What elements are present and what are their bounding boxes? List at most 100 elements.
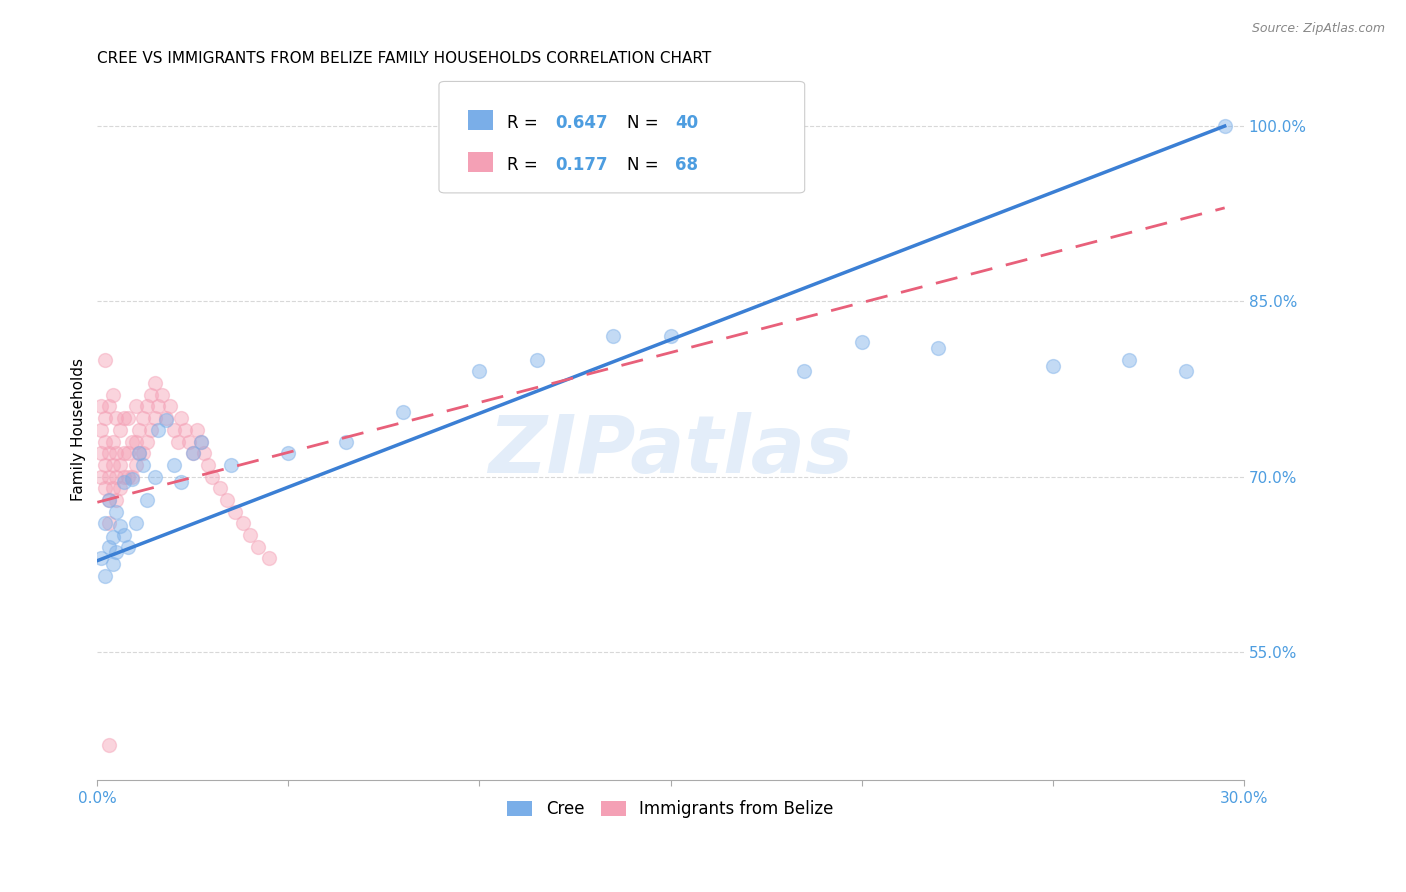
Point	[128, 446, 150, 460]
Point	[105, 411, 128, 425]
Point	[208, 481, 231, 495]
Point	[90, 446, 112, 460]
Point	[94, 352, 117, 367]
Point	[101, 434, 124, 449]
Point	[94, 434, 117, 449]
Text: ZIPatlas: ZIPatlas	[488, 412, 853, 490]
Point	[94, 516, 117, 531]
Point	[132, 458, 155, 472]
Point	[97, 738, 120, 752]
FancyBboxPatch shape	[439, 81, 804, 193]
Point	[97, 516, 120, 531]
Point	[117, 540, 139, 554]
Point	[112, 446, 135, 460]
Point	[143, 469, 166, 483]
Point	[602, 329, 624, 343]
Text: 0.647: 0.647	[555, 114, 607, 132]
Point	[219, 458, 242, 472]
Point	[110, 423, 132, 437]
Point	[246, 540, 269, 554]
Point	[121, 472, 143, 486]
Point	[105, 446, 128, 460]
Point	[112, 475, 135, 490]
Point	[217, 492, 239, 507]
Point	[277, 446, 299, 460]
Point	[170, 411, 193, 425]
Text: 68: 68	[675, 156, 699, 174]
Point	[224, 505, 246, 519]
Point	[166, 434, 188, 449]
Point	[90, 423, 112, 437]
Point	[190, 434, 212, 449]
Point	[97, 492, 120, 507]
Point	[136, 434, 159, 449]
FancyBboxPatch shape	[468, 110, 494, 130]
Point	[143, 376, 166, 390]
Point	[181, 446, 204, 460]
Point	[128, 446, 150, 460]
Point	[90, 469, 112, 483]
Point	[97, 492, 120, 507]
Point	[136, 492, 159, 507]
Point	[174, 423, 197, 437]
Point	[97, 400, 120, 414]
Point	[94, 458, 117, 472]
Point	[132, 446, 155, 460]
Point	[259, 551, 281, 566]
Point	[105, 469, 128, 483]
Text: R =: R =	[506, 114, 543, 132]
Point	[139, 423, 162, 437]
Point	[1213, 119, 1236, 133]
Point	[170, 475, 193, 490]
Point	[110, 481, 132, 495]
Point	[117, 469, 139, 483]
Point	[150, 388, 173, 402]
Point	[105, 492, 128, 507]
Point	[97, 446, 120, 460]
Point	[124, 458, 146, 472]
Point	[124, 434, 146, 449]
Point	[94, 481, 117, 495]
Point	[392, 405, 415, 419]
Point	[232, 516, 254, 531]
Point	[121, 434, 143, 449]
Point	[112, 528, 135, 542]
Point	[97, 540, 120, 554]
Legend: Cree, Immigrants from Belize: Cree, Immigrants from Belize	[501, 793, 841, 824]
Point	[101, 388, 124, 402]
Point	[163, 423, 186, 437]
Point	[177, 434, 200, 449]
Point	[124, 400, 146, 414]
Y-axis label: Family Households: Family Households	[72, 359, 86, 501]
Point	[526, 352, 548, 367]
Point	[148, 400, 170, 414]
Point	[155, 413, 177, 427]
Point	[1042, 359, 1064, 373]
Point	[190, 434, 212, 449]
Point	[148, 423, 170, 437]
Point	[101, 557, 124, 571]
Point	[117, 411, 139, 425]
Point	[155, 411, 177, 425]
Point	[1175, 364, 1198, 378]
Point	[136, 400, 159, 414]
Point	[139, 388, 162, 402]
Point	[101, 481, 124, 495]
Point	[90, 400, 112, 414]
Point	[105, 545, 128, 559]
Text: 40: 40	[675, 114, 699, 132]
Point	[110, 458, 132, 472]
Point	[239, 528, 262, 542]
Text: N =: N =	[627, 156, 664, 174]
Point	[335, 434, 357, 449]
Point	[159, 400, 181, 414]
Point	[163, 458, 186, 472]
Point	[124, 516, 146, 531]
Text: CREE VS IMMIGRANTS FROM BELIZE FAMILY HOUSEHOLDS CORRELATION CHART: CREE VS IMMIGRANTS FROM BELIZE FAMILY HO…	[97, 51, 711, 66]
Point	[143, 411, 166, 425]
Point	[197, 458, 219, 472]
Point	[97, 469, 120, 483]
FancyBboxPatch shape	[468, 152, 494, 172]
Point	[468, 364, 491, 378]
Point	[110, 518, 132, 533]
